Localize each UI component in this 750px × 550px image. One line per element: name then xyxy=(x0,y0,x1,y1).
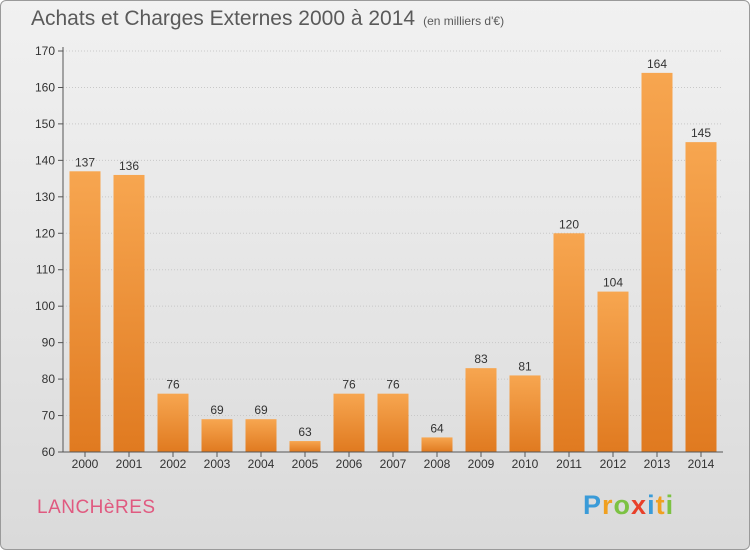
data-label-2000: 137 xyxy=(75,155,95,169)
bar-2007 xyxy=(377,393,409,452)
y-tick-label: 120 xyxy=(35,226,55,240)
bar-2006 xyxy=(333,393,365,452)
x-tick-label: 2003 xyxy=(204,457,231,471)
x-tick-label: 2004 xyxy=(248,457,275,471)
chart-title: Achats et Charges Externes 2000 à 2014 (e… xyxy=(31,7,504,31)
x-tick-label: 2002 xyxy=(160,457,187,471)
data-label-2004: 69 xyxy=(254,403,268,417)
data-label-2001: 136 xyxy=(119,159,139,173)
y-tick-label: 130 xyxy=(35,190,55,204)
bar-2000 xyxy=(69,171,101,453)
bar-2013 xyxy=(641,72,673,452)
y-tick-label: 160 xyxy=(35,80,55,94)
x-tick-label: 2007 xyxy=(380,457,407,471)
chart-title-text: Achats et Charges Externes 2000 à 2014 xyxy=(31,7,416,30)
y-tick-label: 90 xyxy=(42,336,56,350)
x-tick-label: 2013 xyxy=(644,457,671,471)
data-label-2007: 76 xyxy=(386,378,400,392)
y-tick-label: 110 xyxy=(36,263,55,277)
data-label-2014: 145 xyxy=(691,126,711,140)
bar-2005 xyxy=(289,441,321,452)
bar-2010 xyxy=(509,375,541,452)
x-tick-label: 2011 xyxy=(556,457,582,471)
y-tick-label: 70 xyxy=(42,409,56,423)
bars: 137 136 76 69 69 63 76 76 64 83 81 120 104 164 145 xyxy=(69,57,717,453)
data-label-2012: 104 xyxy=(603,276,623,290)
y-tick-label: 100 xyxy=(35,299,55,313)
data-label-2013: 164 xyxy=(647,57,667,71)
x-tick-label: 2000 xyxy=(72,457,99,471)
x-tick-label: 2014 xyxy=(688,457,715,471)
bar-2012 xyxy=(597,291,629,452)
y-tick-label: 150 xyxy=(35,117,55,131)
proxiti-logo: Proxiti xyxy=(583,490,675,520)
bar-2001 xyxy=(113,174,145,453)
place-name: LANCHèRES xyxy=(37,497,156,518)
bar-2003 xyxy=(201,419,233,452)
y-tick-label: 170 xyxy=(35,44,55,58)
x-tick-label: 2012 xyxy=(600,457,627,471)
chart-unit-note: (en milliers d'€) xyxy=(423,14,505,28)
data-label-2003: 69 xyxy=(210,403,224,417)
data-label-2008: 64 xyxy=(430,421,444,435)
data-label-2005: 63 xyxy=(298,425,312,439)
data-label-2009: 83 xyxy=(474,352,488,366)
x-tick-label: 2006 xyxy=(336,457,363,471)
bar-2008 xyxy=(421,437,453,452)
bar-2009 xyxy=(465,368,497,452)
bar-2004 xyxy=(245,419,277,452)
bar-2002 xyxy=(157,393,189,452)
axes: 60 70 80 90 100 110 120 130 140 150 160 170 2000 2001… xyxy=(35,44,723,471)
y-tick-label: 140 xyxy=(35,153,55,167)
y-tick-label: 60 xyxy=(42,445,56,459)
bar-2011 xyxy=(553,233,585,452)
x-tick-label: 2008 xyxy=(424,457,451,471)
x-tick-label: 2001 xyxy=(116,457,143,471)
data-label-2002: 76 xyxy=(166,378,180,392)
data-label-2010: 81 xyxy=(518,359,532,373)
x-tick-label: 2009 xyxy=(468,457,495,471)
data-label-2011: 120 xyxy=(559,217,579,231)
bar-2014 xyxy=(685,142,717,453)
x-tick-label: 2010 xyxy=(512,457,539,471)
y-tick-label: 80 xyxy=(42,372,56,386)
x-tick-label: 2005 xyxy=(292,457,319,471)
data-label-2006: 76 xyxy=(342,378,356,392)
